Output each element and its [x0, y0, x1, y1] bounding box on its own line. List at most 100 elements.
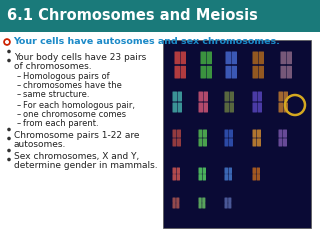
FancyBboxPatch shape — [257, 138, 261, 146]
FancyBboxPatch shape — [228, 168, 232, 174]
FancyBboxPatch shape — [172, 198, 176, 203]
FancyBboxPatch shape — [225, 174, 228, 180]
Bar — [0, 0, 320, 32]
Text: Chromosome pairs 1-22 are: Chromosome pairs 1-22 are — [14, 131, 140, 140]
Circle shape — [7, 59, 11, 62]
FancyBboxPatch shape — [257, 168, 260, 174]
Circle shape — [7, 137, 11, 140]
Text: –: – — [17, 72, 21, 81]
Circle shape — [7, 158, 11, 161]
FancyBboxPatch shape — [225, 130, 228, 138]
FancyBboxPatch shape — [198, 91, 203, 102]
FancyBboxPatch shape — [172, 130, 177, 138]
Text: –: – — [17, 110, 21, 119]
Text: same structure.: same structure. — [23, 90, 90, 99]
FancyBboxPatch shape — [257, 130, 261, 138]
FancyBboxPatch shape — [225, 198, 228, 203]
FancyBboxPatch shape — [176, 203, 180, 209]
FancyBboxPatch shape — [228, 198, 231, 203]
FancyBboxPatch shape — [229, 138, 233, 146]
FancyBboxPatch shape — [203, 168, 206, 174]
FancyBboxPatch shape — [172, 168, 176, 174]
FancyBboxPatch shape — [177, 174, 180, 180]
FancyBboxPatch shape — [202, 198, 205, 203]
FancyBboxPatch shape — [180, 52, 186, 64]
FancyBboxPatch shape — [257, 174, 260, 180]
FancyBboxPatch shape — [178, 91, 182, 102]
FancyBboxPatch shape — [172, 174, 176, 180]
Circle shape — [3, 38, 11, 46]
FancyBboxPatch shape — [178, 102, 182, 113]
FancyBboxPatch shape — [281, 66, 286, 78]
FancyBboxPatch shape — [206, 66, 212, 78]
FancyBboxPatch shape — [203, 130, 207, 138]
Bar — [0, 32, 320, 240]
FancyBboxPatch shape — [229, 130, 233, 138]
FancyBboxPatch shape — [284, 91, 288, 102]
FancyBboxPatch shape — [225, 168, 228, 174]
FancyBboxPatch shape — [252, 102, 257, 113]
Text: 6.1 Chromosomes and Meiosis: 6.1 Chromosomes and Meiosis — [7, 8, 258, 24]
FancyBboxPatch shape — [225, 138, 228, 146]
Text: from each parent.: from each parent. — [23, 119, 99, 128]
FancyBboxPatch shape — [177, 130, 181, 138]
FancyBboxPatch shape — [174, 66, 180, 78]
FancyBboxPatch shape — [198, 130, 203, 138]
FancyBboxPatch shape — [283, 138, 287, 146]
FancyBboxPatch shape — [204, 91, 208, 102]
FancyBboxPatch shape — [198, 198, 202, 203]
FancyBboxPatch shape — [180, 66, 186, 78]
FancyBboxPatch shape — [226, 66, 231, 78]
Circle shape — [7, 128, 11, 131]
FancyBboxPatch shape — [231, 52, 237, 64]
FancyBboxPatch shape — [252, 130, 257, 138]
FancyBboxPatch shape — [252, 91, 257, 102]
FancyBboxPatch shape — [226, 52, 231, 64]
FancyBboxPatch shape — [283, 130, 287, 138]
FancyBboxPatch shape — [281, 52, 286, 64]
FancyBboxPatch shape — [225, 102, 229, 113]
FancyBboxPatch shape — [202, 203, 205, 209]
FancyBboxPatch shape — [225, 203, 228, 209]
FancyBboxPatch shape — [284, 102, 288, 113]
Text: For each homologous pair,: For each homologous pair, — [23, 101, 135, 110]
FancyBboxPatch shape — [228, 174, 232, 180]
FancyBboxPatch shape — [225, 91, 229, 102]
FancyBboxPatch shape — [252, 138, 257, 146]
FancyBboxPatch shape — [228, 203, 231, 209]
FancyBboxPatch shape — [231, 66, 237, 78]
FancyBboxPatch shape — [252, 66, 258, 78]
FancyBboxPatch shape — [198, 168, 202, 174]
FancyBboxPatch shape — [258, 102, 262, 113]
FancyBboxPatch shape — [201, 52, 206, 64]
Circle shape — [7, 50, 11, 53]
FancyBboxPatch shape — [174, 52, 180, 64]
Text: chromosomes have the: chromosomes have the — [23, 81, 122, 90]
FancyBboxPatch shape — [206, 52, 212, 64]
FancyBboxPatch shape — [278, 91, 283, 102]
FancyBboxPatch shape — [252, 168, 256, 174]
FancyBboxPatch shape — [229, 91, 234, 102]
Text: Your body cells have 23 pairs: Your body cells have 23 pairs — [14, 53, 146, 62]
Text: –: – — [17, 119, 21, 128]
FancyBboxPatch shape — [286, 66, 292, 78]
FancyBboxPatch shape — [278, 130, 283, 138]
Text: Your cells have autosomes and sex chromosomes.: Your cells have autosomes and sex chromo… — [13, 37, 280, 47]
Bar — [163, 40, 311, 228]
FancyBboxPatch shape — [176, 198, 180, 203]
Text: –: – — [17, 81, 21, 90]
FancyBboxPatch shape — [172, 102, 177, 113]
Text: Homologous pairs of: Homologous pairs of — [23, 72, 110, 81]
FancyBboxPatch shape — [252, 52, 258, 64]
FancyBboxPatch shape — [201, 66, 206, 78]
FancyBboxPatch shape — [198, 174, 202, 180]
Text: one chromosome comes: one chromosome comes — [23, 110, 126, 119]
FancyBboxPatch shape — [203, 174, 206, 180]
FancyBboxPatch shape — [258, 91, 262, 102]
FancyBboxPatch shape — [204, 102, 208, 113]
Circle shape — [5, 40, 9, 44]
Text: –: – — [17, 90, 21, 99]
FancyBboxPatch shape — [172, 91, 177, 102]
Text: of chromosomes.: of chromosomes. — [14, 62, 92, 71]
FancyBboxPatch shape — [259, 66, 264, 78]
